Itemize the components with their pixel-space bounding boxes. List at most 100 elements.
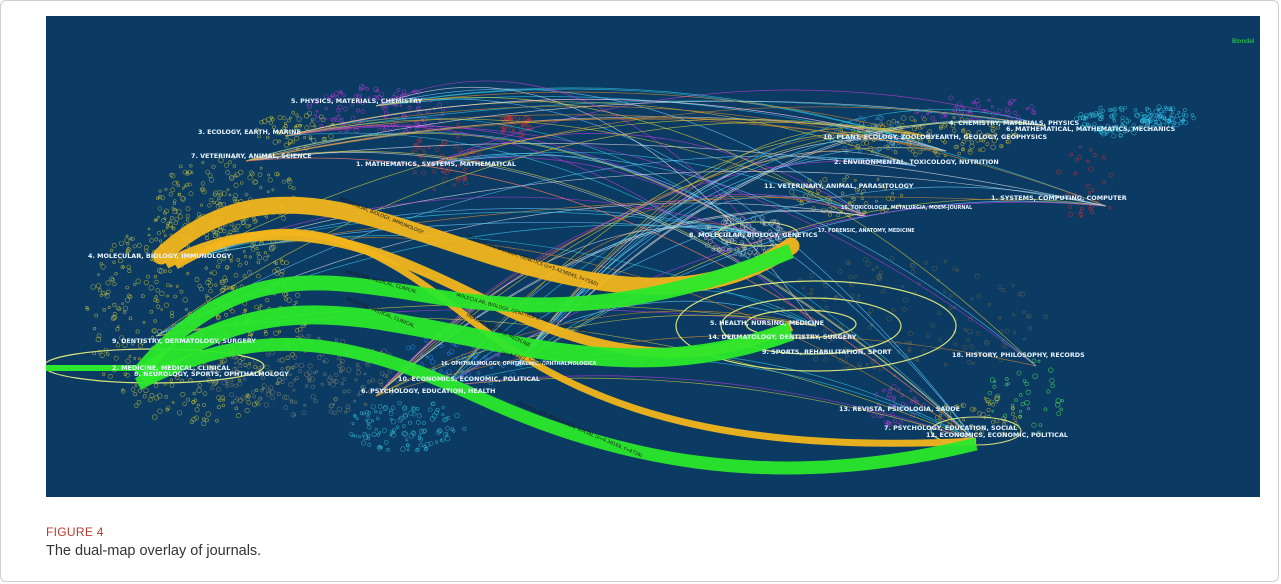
- journal-dot: [456, 135, 460, 139]
- journal-dot: [827, 212, 832, 217]
- journal-dot: [229, 383, 234, 387]
- dual-map-canvas: 5. PHYSICS, MATERIALS, CHEMISTRY 3. ECOLO…: [46, 38, 1255, 475]
- journal-dot: [136, 242, 142, 248]
- journal-dot: [201, 161, 205, 165]
- journal-dot: [284, 394, 290, 400]
- journal-dot: [751, 216, 757, 222]
- journal-dot: [1087, 113, 1093, 119]
- journal-dot: [240, 181, 244, 185]
- journal-dot: [293, 378, 297, 382]
- journal-dot: [177, 214, 183, 219]
- journal-dot: [1157, 108, 1161, 112]
- journal-dot: [871, 268, 875, 271]
- journal-dot: [967, 360, 972, 365]
- journal-dot: [339, 91, 343, 95]
- journal-dot: [339, 118, 345, 123]
- journal-dot: [1183, 108, 1187, 112]
- journal-dot: [340, 381, 345, 386]
- journal-dot: [97, 349, 102, 355]
- journal-dot: [305, 384, 309, 388]
- journal-dot: [111, 242, 117, 248]
- journal-dot: [154, 237, 159, 242]
- journal-dot: [225, 170, 231, 175]
- journal-dot: [922, 117, 927, 122]
- journal-dot: [1113, 108, 1117, 112]
- journal-dot: [434, 147, 440, 153]
- journal-dot: [997, 316, 1002, 320]
- journal-dot: [960, 147, 965, 152]
- journal-dot: [148, 397, 153, 403]
- journal-dot: [355, 417, 359, 421]
- journal-dot: [1126, 121, 1130, 125]
- journal-dot: [393, 118, 398, 123]
- journal-dot: [876, 177, 880, 181]
- journal-dot: [952, 128, 957, 133]
- journal-dot: [726, 235, 731, 240]
- journal-dot: [1118, 106, 1124, 112]
- journal-dot: [992, 384, 997, 389]
- journal-dot: [218, 192, 223, 197]
- journal-dot: [273, 330, 279, 336]
- journal-dot: [221, 403, 226, 408]
- journal-dot: [189, 164, 193, 168]
- journal-dot: [207, 282, 213, 288]
- journal-dot: [1158, 123, 1163, 128]
- citation-link: [375, 121, 1047, 397]
- journal-dot: [254, 304, 259, 310]
- journal-dot: [954, 105, 958, 109]
- journal-dot: [1133, 108, 1138, 112]
- journal-dot: [344, 410, 348, 414]
- journal-dot: [225, 265, 230, 270]
- journal-dot: [322, 360, 326, 363]
- cluster-label-right: 9. SPORTS, REHABILITATION, SPORT: [762, 348, 892, 356]
- journal-dot: [858, 150, 862, 154]
- journal-dot: [890, 141, 894, 146]
- journal-dot: [1080, 206, 1084, 211]
- journal-dot: [1060, 399, 1064, 403]
- journal-dot: [344, 129, 349, 133]
- journal-dot: [958, 106, 965, 112]
- journal-dot: [388, 408, 393, 413]
- journal-dot: [235, 356, 239, 360]
- journal-dot: [232, 164, 237, 168]
- journal-dot: [1142, 114, 1147, 120]
- journal-dot: [137, 388, 142, 393]
- journal-dot: [360, 440, 366, 446]
- journal-dot: [92, 327, 97, 331]
- journal-dot: [259, 304, 263, 308]
- journal-dot: [257, 307, 261, 311]
- journal-dot: [449, 349, 455, 354]
- journal-dot: [848, 275, 853, 280]
- journal-dot: [1036, 430, 1041, 436]
- journal-dot: [519, 133, 524, 137]
- journal-dot: [303, 136, 307, 140]
- journal-dot: [863, 117, 867, 121]
- journal-dot: [294, 125, 297, 128]
- journal-dot: [412, 170, 417, 175]
- journal-dot: [1158, 114, 1162, 118]
- journal-dot: [238, 169, 244, 175]
- journal-dot: [279, 272, 284, 277]
- journal-dot: [283, 405, 289, 410]
- journal-dot: [415, 419, 421, 425]
- journal-dot: [999, 329, 1004, 334]
- journal-dot: [439, 153, 445, 159]
- journal-dot: [1098, 117, 1102, 122]
- journal-dot: [99, 293, 103, 297]
- journal-dot: [112, 302, 117, 307]
- journal-dot: [275, 267, 280, 272]
- journal-dot: [243, 308, 247, 313]
- journal-dot: [252, 216, 256, 221]
- journal-dot: [196, 403, 200, 407]
- journal-dot: [367, 442, 372, 447]
- journal-dot: [268, 120, 273, 125]
- journal-dot: [315, 116, 321, 122]
- journal-dot: [207, 365, 213, 371]
- journal-dot: [1014, 398, 1018, 402]
- journal-dot: [822, 329, 828, 334]
- journal-dot: [1168, 116, 1174, 122]
- journal-dot: [960, 403, 964, 407]
- journal-dot: [176, 410, 183, 416]
- journal-dot: [228, 193, 232, 197]
- journal-dot: [903, 404, 909, 410]
